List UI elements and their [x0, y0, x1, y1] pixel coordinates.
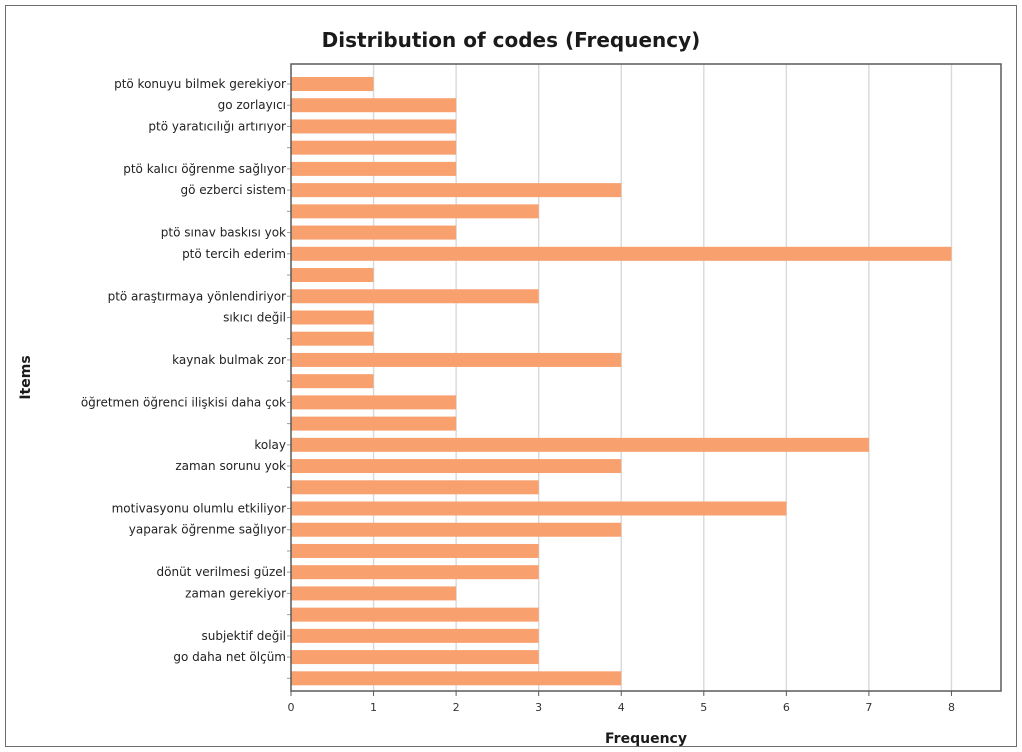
category-label: sıkıcı değil — [223, 310, 286, 324]
bar — [291, 331, 374, 346]
category-label: kolay — [254, 438, 286, 452]
bar — [291, 161, 457, 176]
bar — [291, 671, 622, 686]
category-label: dönüt verilmesi güzel — [157, 565, 287, 579]
bar — [291, 437, 869, 452]
category-label: gö ezberci sistem — [181, 183, 287, 197]
category-label: ptö araştırmaya yönlendiriyor — [108, 289, 286, 303]
bar — [291, 480, 539, 495]
bar — [291, 374, 374, 389]
category-label: zaman sorunu yok — [175, 459, 286, 473]
category-label: ptö sınav baskısı yok — [161, 226, 286, 240]
category-label: subjektif değil — [201, 629, 286, 643]
bar — [291, 225, 457, 240]
chart-title: Distribution of codes (Frequency) — [321, 28, 701, 52]
x-tick-label: 7 — [865, 701, 872, 714]
category-label: ptö tercih ederim — [182, 247, 286, 261]
bar — [291, 565, 539, 580]
bar — [291, 77, 374, 91]
bar — [291, 501, 787, 516]
bar — [291, 607, 539, 622]
bar — [291, 628, 539, 643]
plot-area — [290, 63, 1002, 692]
bar — [291, 416, 457, 431]
x-tick-label: 3 — [535, 701, 542, 714]
x-tick-label: 1 — [370, 701, 377, 714]
x-tick-label: 4 — [618, 701, 625, 714]
bar — [291, 310, 374, 325]
bar — [291, 119, 457, 134]
category-label: go zorlayıcı — [218, 98, 286, 112]
x-tick-label: 0 — [288, 701, 295, 714]
bar — [291, 543, 539, 558]
category-label: ptö yaratıcılığı artırıyor — [148, 119, 286, 133]
x-tick-label: 2 — [453, 701, 460, 714]
category-label: yaparak öğrenme sağlıyor — [129, 523, 286, 537]
category-label: ptö kalıcı öğrenme sağlıyor — [123, 162, 286, 176]
x-tick-label: 6 — [783, 701, 790, 714]
bar — [291, 522, 622, 537]
category-label: ptö konuyu bilmek gerekiyor — [114, 77, 286, 91]
x-tick-label: 8 — [948, 701, 955, 714]
x-axis-title: Frequency — [605, 731, 687, 747]
category-label: öğretmen öğrenci ilişkisi daha çok — [81, 395, 286, 409]
bar — [291, 268, 374, 283]
bar — [291, 586, 457, 601]
y-axis-title: Items — [18, 355, 34, 399]
category-label: kaynak bulmak zor — [172, 353, 286, 367]
bar — [291, 650, 539, 665]
bar — [291, 204, 539, 219]
bar — [291, 289, 539, 304]
category-label: motivasyonu olumlu etkiliyor — [112, 502, 286, 516]
x-tick-label: 5 — [700, 701, 707, 714]
bar — [291, 352, 622, 367]
bar — [291, 395, 457, 410]
category-label: go daha net ölçüm — [173, 650, 286, 664]
bar — [291, 140, 457, 155]
chart-frame — [5, 5, 1017, 747]
category-label: zaman gerekiyor — [185, 586, 286, 600]
bar — [291, 183, 622, 198]
bar — [291, 459, 622, 474]
bar — [291, 98, 457, 113]
bar — [291, 246, 952, 261]
